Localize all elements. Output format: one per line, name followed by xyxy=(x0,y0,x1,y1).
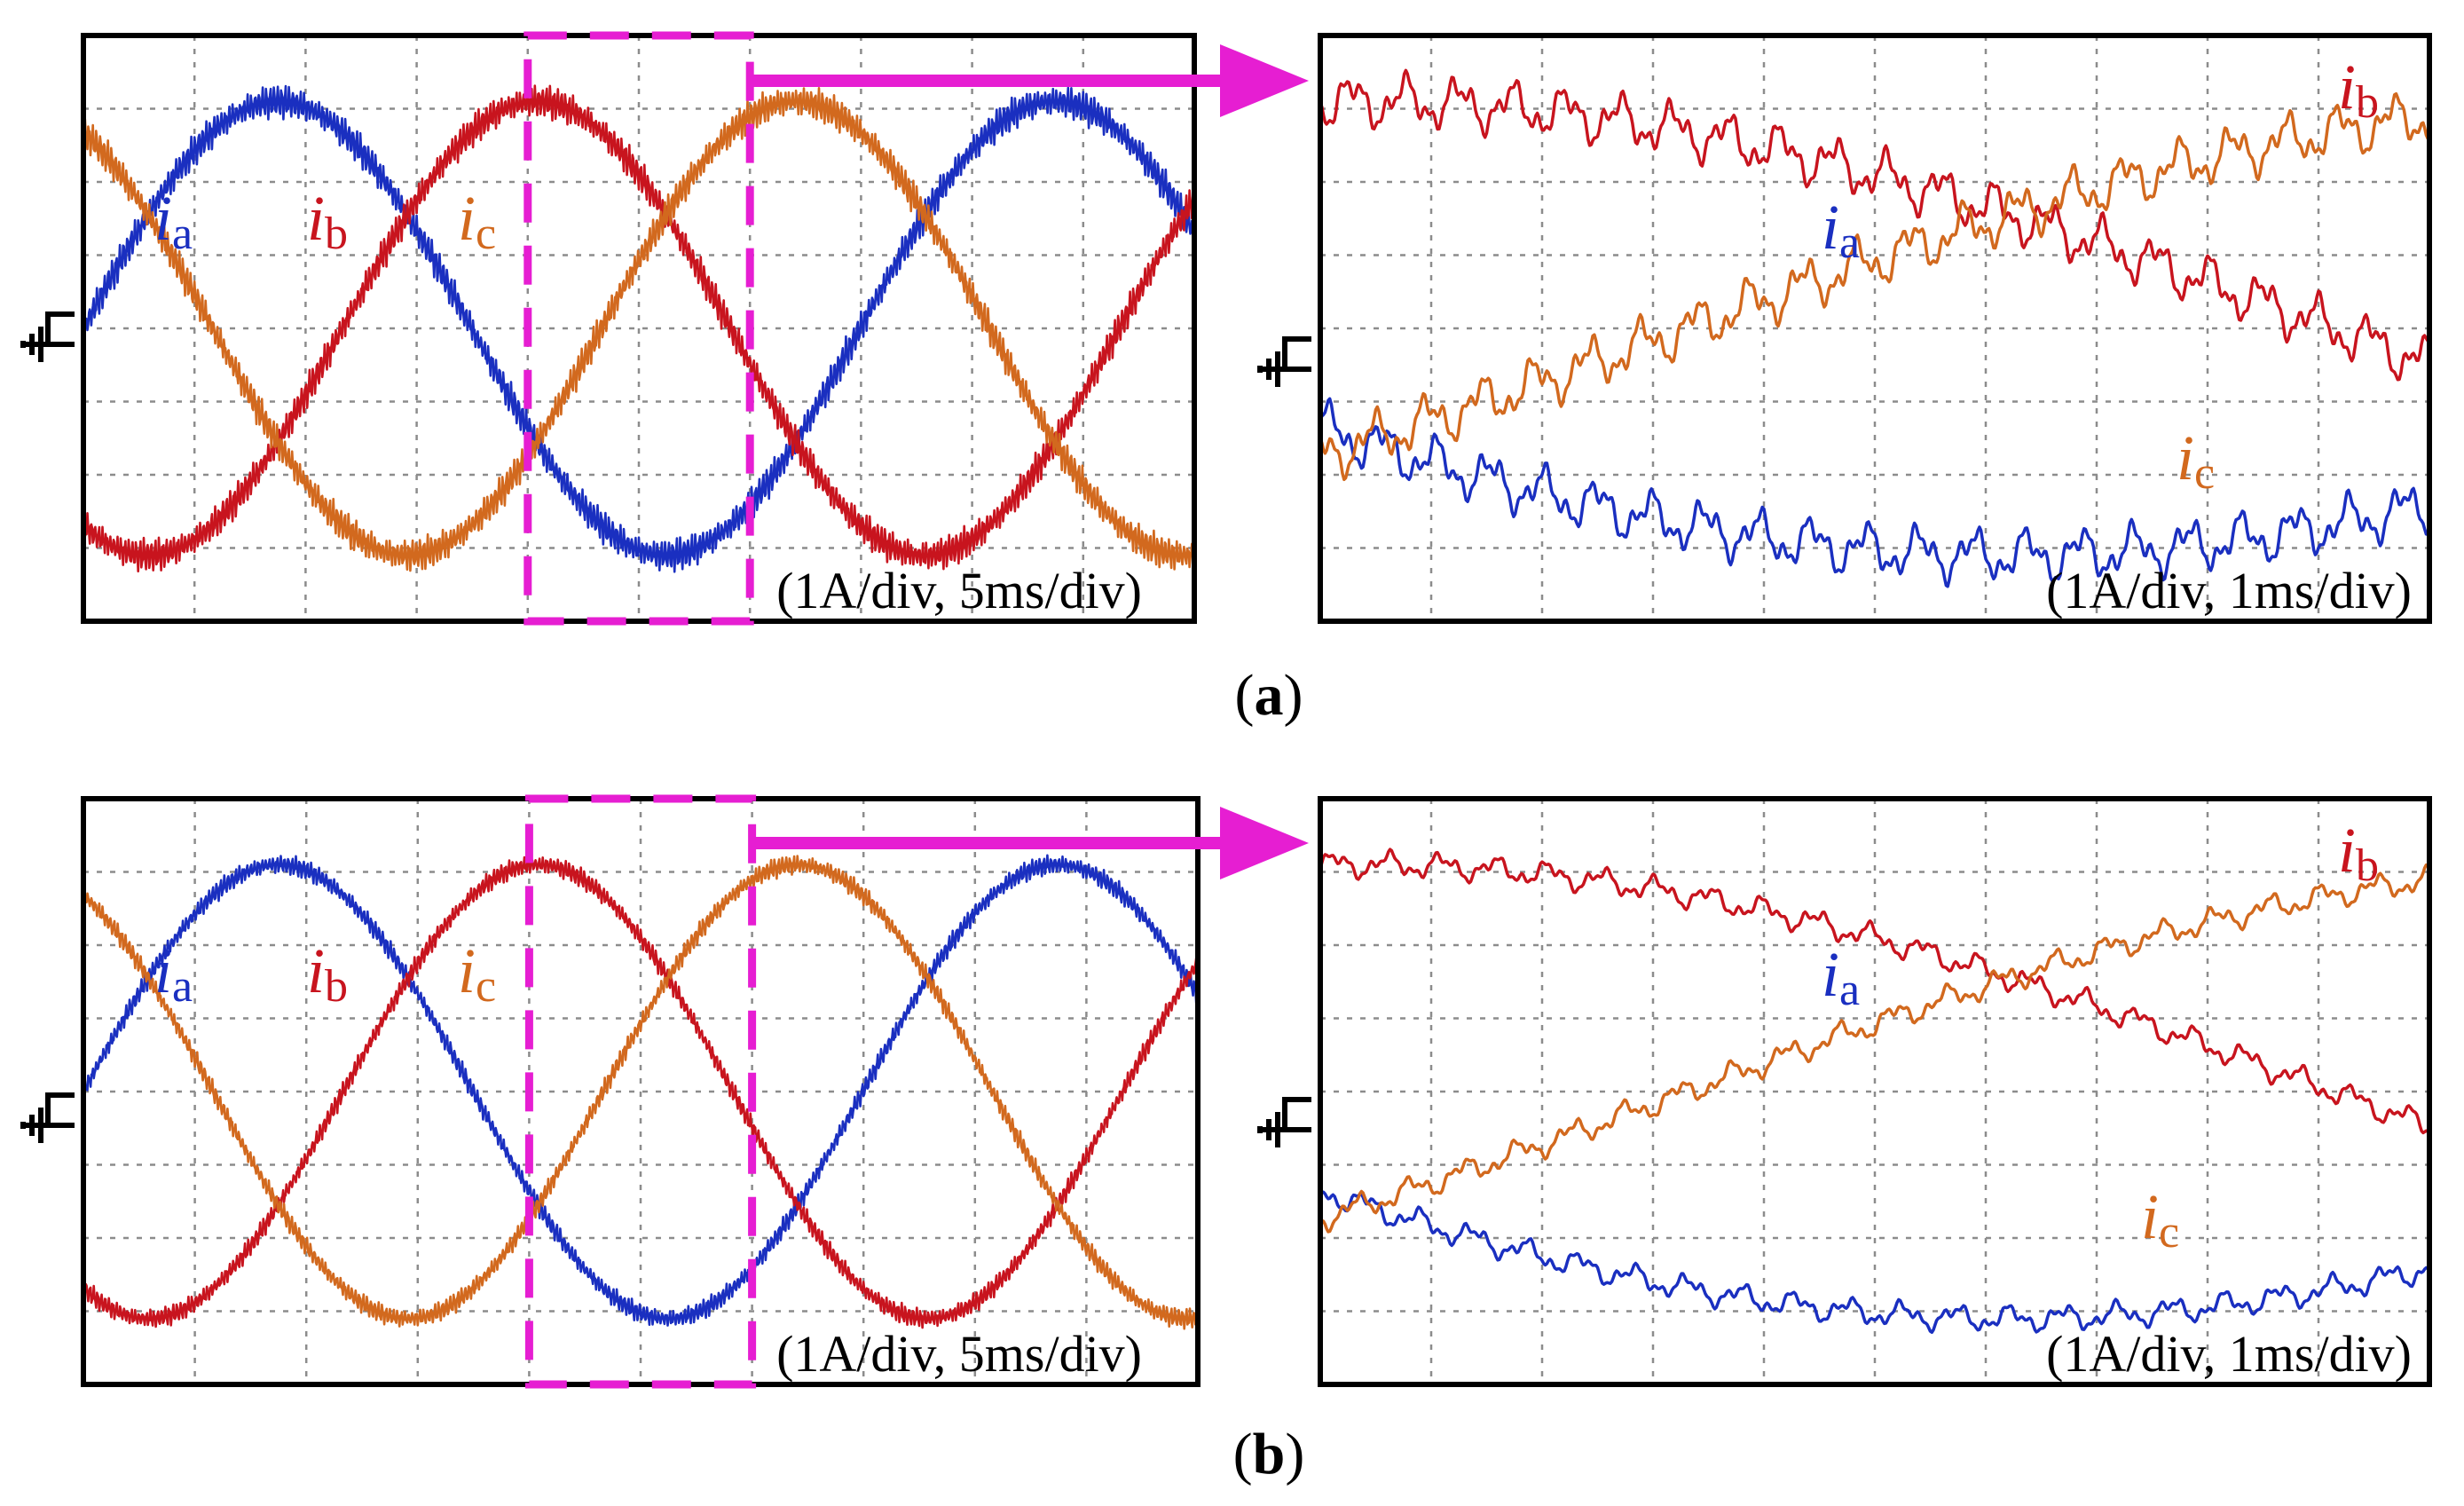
panel-b-zoom-grid xyxy=(1320,799,2429,1384)
label-ia-symbol: i xyxy=(154,183,172,254)
panel-a-zoom-frame xyxy=(1318,33,2432,624)
panel-b-zoom-ground-marker xyxy=(1257,1097,1311,1147)
panel-b-overview: ia ib ic (1A/div, 5ms/div) xyxy=(81,794,1201,1389)
zoom-arrow-b xyxy=(752,807,1309,879)
panel-a-zoom-label-ia: ia xyxy=(1822,192,1860,268)
label-ia-symbol: i xyxy=(1822,192,1839,263)
label-ia-symbol: i xyxy=(154,935,172,1006)
label-ib-symbol: i xyxy=(307,935,325,1006)
label-ic-symbol: i xyxy=(458,935,476,1006)
panel-b-overview-ground-marker xyxy=(20,1092,75,1143)
label-ib-sub: b xyxy=(325,961,348,1012)
caption-b-letter: b xyxy=(1253,1422,1286,1486)
zoom-arrow-a xyxy=(752,44,1309,117)
zoom-window-rect xyxy=(524,794,757,1389)
panel-a-zoom-ground-marker xyxy=(1257,336,1311,387)
label-ia-sub: a xyxy=(1839,217,1860,268)
panel-b-zoom-label-ia: ia xyxy=(1822,939,1860,1015)
zoom-arrow-b-head xyxy=(1220,807,1309,879)
panel-b-overview-zoom-window xyxy=(524,794,757,1389)
label-ia-symbol: i xyxy=(1822,939,1839,1010)
label-ic-sub: c xyxy=(476,961,496,1012)
trace-ic xyxy=(82,87,1196,572)
label-ib-sub: b xyxy=(325,209,348,259)
ground-icon xyxy=(20,1092,75,1143)
panel-a-overview-frame xyxy=(81,33,1197,624)
trace-ic xyxy=(1319,863,2431,1234)
panel-b-overview-grid xyxy=(83,799,1198,1384)
panel-b-overview-label-ic: ic xyxy=(458,935,496,1012)
trace-ia xyxy=(82,854,1200,1327)
panel-a-overview-grid xyxy=(83,35,1194,621)
label-ib-sub: b xyxy=(2356,77,2379,128)
ground-icon xyxy=(1257,1097,1311,1147)
label-ia-sub: a xyxy=(172,961,193,1012)
label-ic-symbol: i xyxy=(2141,1181,2159,1252)
label-ic-symbol: i xyxy=(458,183,476,254)
trace-ia xyxy=(1319,397,2431,588)
panel-b-zoom-scale-label: (1A/div, 1ms/div) xyxy=(2046,1325,2412,1383)
panel-b-zoom-label-ib: ib xyxy=(2338,815,2379,891)
panel-b-overview-label-ia: ia xyxy=(154,935,193,1012)
subfigure-a-caption: (a) xyxy=(1235,663,1303,728)
panel-a-overview-ground-marker xyxy=(20,311,75,362)
panel-b-overview-scale-label: (1A/div, 5ms/div) xyxy=(776,1325,1142,1383)
trace-ia xyxy=(82,84,1196,573)
panel-a-zoom-label-ic: ic xyxy=(2177,422,2215,499)
panel-b-overview-traces xyxy=(82,854,1200,1330)
panel-a-zoom-traces xyxy=(1319,68,2431,588)
panel-a-overview: ia ib ic (1A/div, 5ms/div) xyxy=(81,31,1197,626)
panel-b-zoom: ia ib ic (1A/div, 1ms/div) xyxy=(1318,796,2432,1387)
label-ic-sub: c xyxy=(2194,448,2215,499)
panel-a-overview-traces xyxy=(82,84,1196,573)
ground-icon xyxy=(1257,336,1311,387)
trace-ia xyxy=(1319,1189,2431,1335)
trace-ib xyxy=(82,856,1200,1329)
panel-b-overview-frame xyxy=(81,796,1201,1387)
trace-ic xyxy=(1319,91,2431,482)
label-ib-symbol: i xyxy=(2338,51,2356,122)
panel-a-zoom-label-ib: ib xyxy=(2338,51,2379,128)
panel-a-overview-label-ic: ic xyxy=(458,183,496,259)
label-ic-sub: c xyxy=(476,209,496,259)
trace-ic xyxy=(82,855,1200,1330)
zoom-arrow-a-head xyxy=(1220,44,1309,117)
caption-a-letter: a xyxy=(1255,663,1284,728)
zoom-window-rect xyxy=(524,31,754,626)
panel-b-zoom-traces xyxy=(1319,848,2431,1335)
panel-b-overview-label-ib: ib xyxy=(307,935,348,1012)
label-ib-symbol: i xyxy=(307,183,325,254)
panel-a-overview-zoom-window xyxy=(524,31,754,626)
label-ia-sub: a xyxy=(1839,965,1860,1015)
panel-a-overview-label-ia: ia xyxy=(154,183,193,259)
panel-a-overview-scale-label: (1A/div, 5ms/div) xyxy=(776,562,1142,619)
panel-a-zoom-scale-label: (1A/div, 1ms/div) xyxy=(2046,562,2412,619)
panel-b-zoom-frame xyxy=(1318,796,2432,1387)
panel-a-zoom: ia ib ic (1A/div, 1ms/div) xyxy=(1318,33,2432,624)
trace-ib xyxy=(1319,68,2430,382)
subfigure-b-caption: (b) xyxy=(1233,1422,1305,1486)
caption-b-open: ( xyxy=(1233,1422,1253,1486)
caption-b-close: ) xyxy=(1285,1422,1304,1486)
label-ic-symbol: i xyxy=(2177,422,2194,493)
label-ic-sub: c xyxy=(2159,1207,2179,1258)
label-ia-sub: a xyxy=(172,209,193,259)
label-ib-symbol: i xyxy=(2338,815,2356,886)
caption-a-close: ) xyxy=(1284,663,1303,728)
ground-icon xyxy=(20,311,75,362)
trace-ib xyxy=(82,84,1195,573)
label-ib-sub: b xyxy=(2356,840,2379,891)
panel-a-zoom-grid xyxy=(1320,35,2429,621)
panel-a-overview-label-ib: ib xyxy=(307,183,348,259)
trace-ib xyxy=(1319,848,2431,1135)
caption-a-open: ( xyxy=(1235,663,1255,728)
panel-b-zoom-label-ic: ic xyxy=(2141,1181,2179,1258)
